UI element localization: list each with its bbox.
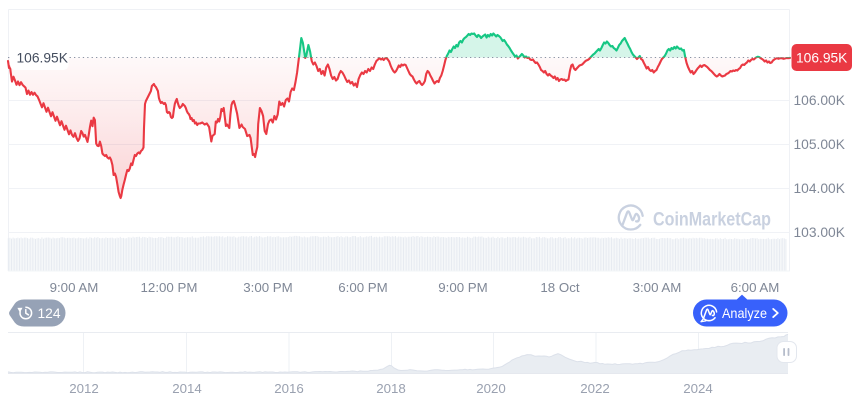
svg-text:2024: 2024 (683, 381, 713, 396)
svg-text:9:00 PM: 9:00 PM (438, 280, 488, 295)
svg-text:3:00 PM: 3:00 PM (243, 280, 293, 295)
svg-text:106.95K: 106.95K (17, 51, 69, 66)
svg-text:106.00K: 106.00K (794, 93, 846, 108)
svg-text:6:00 PM: 6:00 PM (338, 280, 388, 295)
svg-text:104.00K: 104.00K (794, 181, 846, 196)
svg-text:2014: 2014 (172, 381, 202, 396)
svg-text:2018: 2018 (376, 381, 406, 396)
svg-text:124: 124 (38, 306, 61, 321)
svg-text:3:00 AM: 3:00 AM (633, 280, 682, 295)
svg-text:Analyze: Analyze (722, 305, 767, 321)
svg-text:9:00 AM: 9:00 AM (50, 280, 99, 295)
svg-text:12:00 PM: 12:00 PM (141, 280, 198, 295)
svg-text:6:00 AM: 6:00 AM (731, 280, 780, 295)
svg-text:2020: 2020 (476, 381, 506, 396)
svg-text:103.00K: 103.00K (794, 225, 846, 240)
svg-text:18 Oct: 18 Oct (540, 280, 579, 295)
svg-text:CoinMarketCap: CoinMarketCap (653, 209, 771, 231)
svg-text:2012: 2012 (69, 381, 99, 396)
svg-text:106.95K: 106.95K (796, 50, 848, 65)
svg-text:105.00K: 105.00K (794, 137, 846, 152)
svg-text:2022: 2022 (580, 381, 610, 396)
svg-text:2016: 2016 (274, 381, 304, 396)
